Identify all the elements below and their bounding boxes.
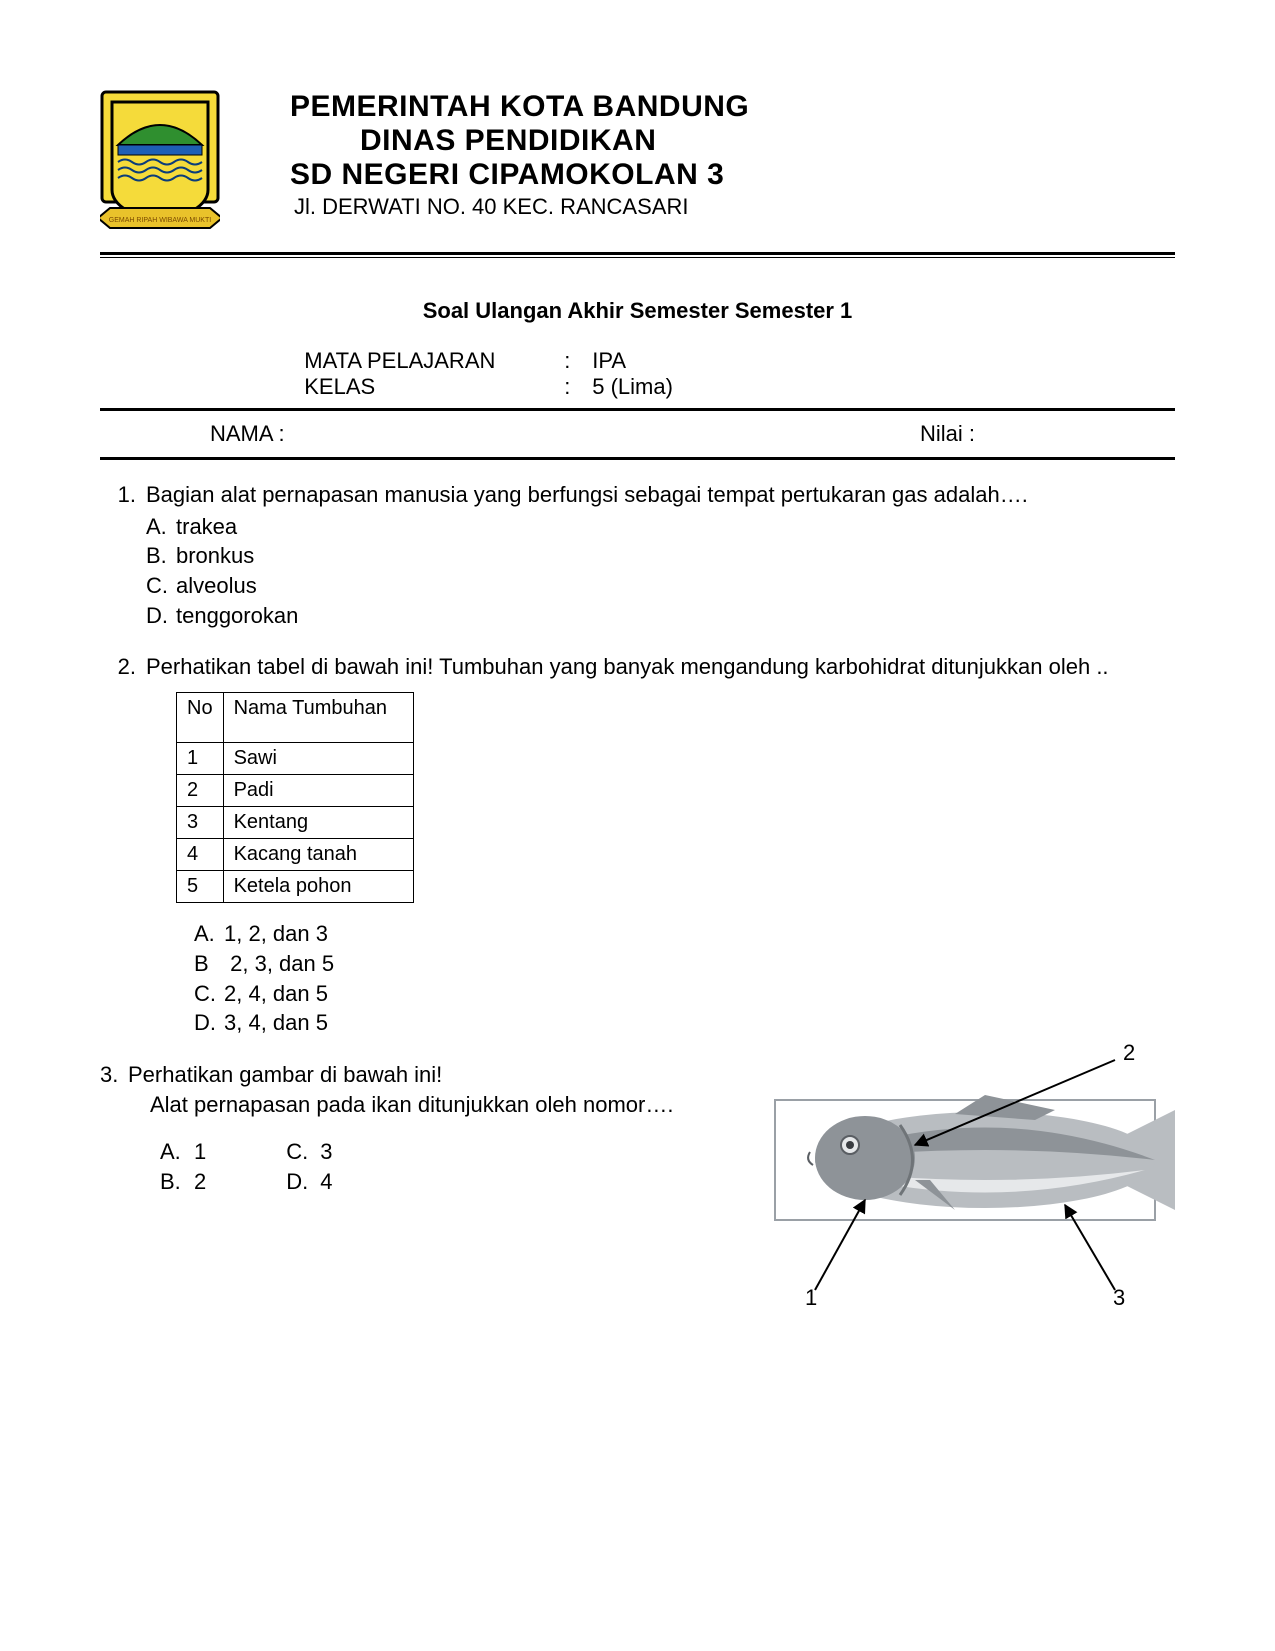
q1-opt-b: B.bronkus <box>146 541 1175 571</box>
fig-label-2: 2 <box>1123 1040 1135 1065</box>
q3-opt-d: D.4 <box>286 1167 332 1197</box>
info-colon: : <box>564 374 592 400</box>
fish-figure: 2 1 3 <box>755 1040 1175 1310</box>
exam-subtitle: Soal Ulangan Akhir Semester Semester 1 <box>100 298 1175 324</box>
q1-options: A.trakea B.bronkus C.alveolus D.tenggoro… <box>146 512 1175 631</box>
header-rule-thick <box>100 252 1175 255</box>
table-row: 4Kacang tanah <box>177 839 414 871</box>
q3-line2: Alat pernapasan pada ikan ditunjukkan ol… <box>100 1090 735 1120</box>
q2-text: Perhatikan tabel di bawah ini! Tumbuhan … <box>146 652 1175 682</box>
table-row: 3Kentang <box>177 807 414 839</box>
plant-table-head-no: No <box>177 693 224 743</box>
table-row: 2Padi <box>177 775 414 807</box>
name-score-bar: NAMA : Nilai : <box>100 408 1175 460</box>
q2-opt-b: B 2, 3, dan 5 <box>194 949 1175 979</box>
q2-options: A.1, 2, dan 3 B 2, 3, dan 5 C.2, 4, dan … <box>194 919 1175 1038</box>
q3-options: A.1 B.2 C.3 D.4 <box>160 1137 735 1196</box>
questions: 1. Bagian alat pernapasan manusia yang b… <box>100 480 1175 1310</box>
fig-label-3: 3 <box>1113 1285 1125 1310</box>
q3-number: 3. <box>100 1060 128 1090</box>
info-label-subject: MATA PELAJARAN <box>304 348 564 374</box>
q2-number: 2. <box>100 652 146 1037</box>
plant-table: No Nama Tumbuhan 1Sawi 2Padi 3Kentang 4K… <box>176 692 414 903</box>
info-colon: : <box>564 348 592 374</box>
question-2: 2. Perhatikan tabel di bawah ini! Tumbuh… <box>100 652 1175 1037</box>
info-label-class: KELAS <box>304 374 564 400</box>
q2-opt-a: A.1, 2, dan 3 <box>194 919 1175 949</box>
question-1: 1. Bagian alat pernapasan manusia yang b… <box>100 480 1175 630</box>
svg-text:GEMAH RIPAH WIBAWA MUKTI: GEMAH RIPAH WIBAWA MUKTI <box>109 217 211 224</box>
header-rule-thin <box>100 257 1175 258</box>
name-label: NAMA : <box>100 421 285 447</box>
info-value-subject: IPA <box>592 348 971 374</box>
table-row: 5Ketela pohon <box>177 871 414 903</box>
q2-opt-c: C.2, 4, dan 5 <box>194 979 1175 1009</box>
score-label: Nilai : <box>920 421 1175 447</box>
q1-opt-c: C.alveolus <box>146 571 1175 601</box>
document-header: GEMAH RIPAH WIBAWA MUKTI PEMERINTAH KOTA… <box>100 90 1175 240</box>
plant-table-head-name: Nama Tumbuhan <box>223 693 413 743</box>
q1-number: 1. <box>100 480 146 630</box>
q1-text: Bagian alat pernapasan manusia yang berf… <box>146 480 1175 510</box>
q3-opt-b: B.2 <box>160 1167 206 1197</box>
question-3: 3. Perhatikan gambar di bawah ini! Alat … <box>100 1060 1175 1310</box>
q3-opt-a: A.1 <box>160 1137 206 1167</box>
header-address: Jl. DERWATI NO. 40 KEC. RANCASARI <box>290 194 1175 220</box>
header-line-3: SD NEGERI CIPAMOKOLAN 3 <box>290 158 1175 192</box>
info-value-class: 5 (Lima) <box>592 374 971 400</box>
fig-label-1: 1 <box>805 1285 817 1310</box>
header-line-1: PEMERINTAH KOTA BANDUNG <box>290 90 1175 124</box>
q2-opt-d: D.3, 4, dan 5 <box>194 1008 1175 1038</box>
q3-line1: Perhatikan gambar di bawah ini! <box>128 1060 442 1090</box>
exam-info: MATA PELAJARAN : IPA KELAS : 5 (Lima) <box>304 348 971 400</box>
table-row: 1Sawi <box>177 743 414 775</box>
city-logo: GEMAH RIPAH WIBAWA MUKTI <box>100 90 220 240</box>
q3-opt-c: C.3 <box>286 1137 332 1167</box>
q1-opt-a: A.trakea <box>146 512 1175 542</box>
header-title-block: PEMERINTAH KOTA BANDUNG DINAS PENDIDIKAN… <box>250 90 1175 220</box>
q1-opt-d: D.tenggorokan <box>146 601 1175 631</box>
header-line-2: DINAS PENDIDIKAN <box>290 124 1175 158</box>
